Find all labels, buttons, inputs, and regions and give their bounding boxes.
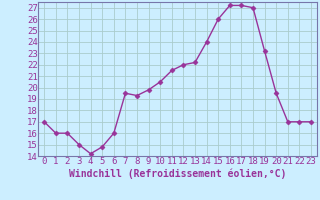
X-axis label: Windchill (Refroidissement éolien,°C): Windchill (Refroidissement éolien,°C) <box>69 168 286 179</box>
